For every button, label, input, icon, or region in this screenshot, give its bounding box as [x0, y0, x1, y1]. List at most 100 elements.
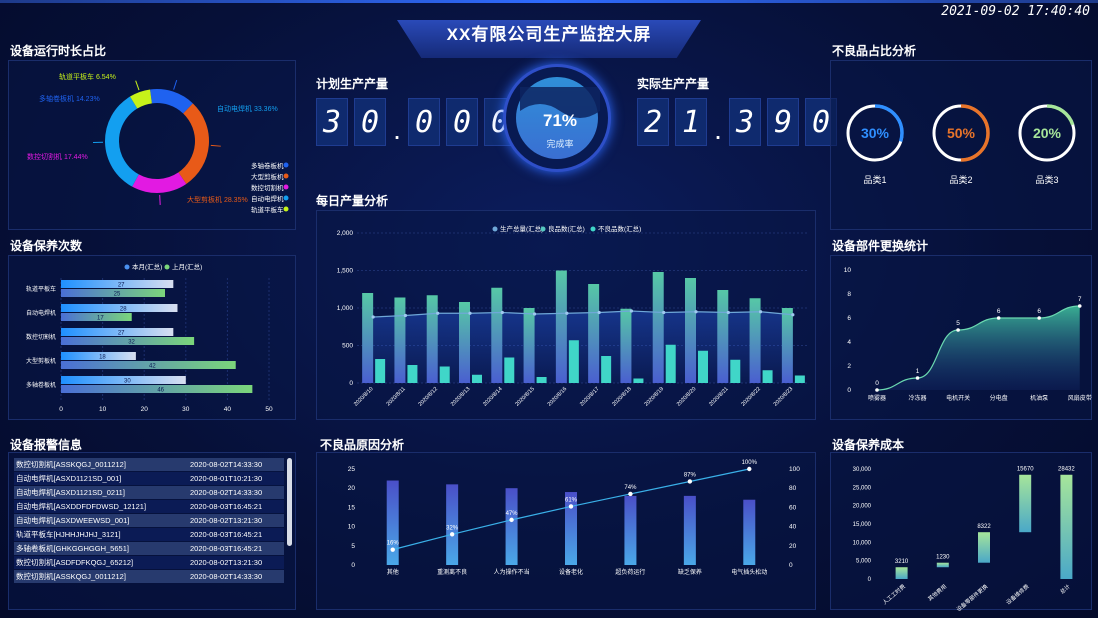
alert-device: 自动电焊机[ASXDDFDFDWSD_12121] — [16, 502, 147, 511]
y-tick-label: 0 — [868, 577, 872, 583]
planned-digit: 0 — [354, 98, 386, 146]
actual-digit: 2 — [637, 98, 669, 146]
alert-time: 2020-08-02T14:33:30 — [190, 488, 263, 497]
alert-row[interactable]: 数控切割机[ASDFDFKQGJ_65212] 2020-08-02T13:21:… — [14, 556, 284, 569]
x-tick-label: 2020/8/22 — [740, 386, 762, 408]
alert-device: 自动电焊机[ASXD1121SD_0211] — [16, 488, 125, 497]
bar-defect — [439, 366, 450, 383]
total-point — [662, 310, 666, 315]
x-tick-label: 冷冻器 — [909, 394, 927, 402]
y-tick-label: 2,000 — [337, 230, 354, 237]
parts-value-label: 5 — [956, 320, 960, 327]
bar-defect — [794, 375, 805, 383]
alert-row[interactable]: 轨道平板车[HJHHJHJHJ_3121] 2020-08-03T16:45:21 — [14, 528, 284, 541]
alert-row[interactable]: 数控切割机[ASSKQGJ_0011212] 2020-08-02T14:33:3… — [14, 570, 284, 583]
alert-row[interactable]: 数控切割机[ASSKQGJ_0011212] 2020-08-02T14:33:3… — [14, 458, 284, 471]
alert-device: 数控切割机[ASSKQGJ_0011212] — [16, 572, 126, 581]
y-tick-label: 10 — [348, 524, 356, 531]
bar-defect-count — [743, 499, 756, 565]
ring-percent: 30% — [861, 125, 890, 141]
legend-dot — [124, 264, 130, 270]
x-tick-label: 20 — [141, 406, 149, 413]
donut-slice-label: 大型剪板机 28.35% — [187, 195, 248, 204]
bar-this-month — [61, 280, 174, 288]
alert-time: 2020-08-02T13:21:30 — [190, 516, 263, 525]
bar-defect-count — [624, 495, 637, 565]
bar-last-month — [61, 313, 132, 321]
bar-value-label: 17 — [97, 316, 104, 322]
bar-defect — [568, 340, 579, 383]
y2-tick-label: 60 — [789, 504, 797, 511]
x-tick-label: 50 — [265, 406, 273, 413]
alert-row[interactable]: 多轴卷板机[GHKGGHGGH_5651] 2020-08-03T16:45:21 — [14, 542, 284, 555]
cumulative-label: 16% — [387, 541, 400, 547]
alert-device: 多轴卷板机[GHKGGHGGH_5651] — [16, 544, 129, 553]
x-tick-label: 2020/8/12 — [418, 386, 440, 408]
total-line — [373, 310, 793, 318]
x-tick-label: 2020/8/19 — [644, 386, 666, 408]
cumulative-point — [568, 504, 574, 509]
donut-leader-line — [135, 80, 140, 91]
clock-readout: 2021-09-02 17:40:40 — [941, 4, 1090, 19]
x-tick-label: 2020/8/18 — [611, 386, 633, 408]
y-tick-label: 500 — [342, 343, 353, 350]
bar-good — [652, 272, 664, 383]
cost-title: 设备保养成本 — [832, 438, 905, 452]
cumulative-point — [390, 547, 395, 552]
parts-area — [877, 306, 1080, 390]
x-tick-label: 2020/8/16 — [547, 386, 569, 408]
legend-dot — [590, 226, 596, 232]
y-category-label: 多轴卷板机 — [26, 381, 56, 389]
x-tick-label: 2020/8/13 — [450, 386, 472, 408]
parts-replacement-chart: 0 2 4 6 8 10 0 喷雾器 1 冷冻器 5 电机开关 6 分电盘 6 机油泵 7 风扇皮带 — [844, 267, 1092, 402]
parts-point — [956, 328, 960, 332]
planned-digit: 0 — [408, 98, 440, 146]
ring-progress — [932, 104, 990, 162]
legend-label: 多轴卷板机 — [251, 161, 284, 170]
y-tick-label: 15 — [348, 504, 356, 511]
defect-reason-panel: 0 5 10 15 20 25 0 20 40 60 80 100 其他 重测离不良 人为操作不当 设备老化 超… — [316, 452, 816, 610]
bar-good — [781, 308, 793, 383]
x-tick-label: 人为操作不当 — [494, 568, 530, 576]
cost-value-label: 3210 — [895, 559, 909, 565]
alert-row[interactable]: 自动电焊机[ASXDWEEWSD_001] 2020-08-02T13:21:30 — [14, 514, 284, 527]
legend-label: 上月(汇总) — [172, 262, 202, 271]
planned-title: 计划生产产量 — [316, 77, 389, 91]
y-tick-label: 2 — [847, 363, 851, 370]
gauge-percent: 71% — [542, 111, 578, 130]
actual-title: 实际生产产量 — [637, 77, 710, 91]
alert-row[interactable]: 自动电焊机[ASXDDFDFDWSD_12121] 2020-08-03T16:4… — [14, 500, 284, 513]
defect-ratio-panel: 30% 品类1 50% 品类2 20% 品类3 — [830, 60, 1092, 230]
cumulative-point — [628, 491, 633, 497]
legend-label: 大型剪板机 — [251, 172, 284, 181]
bar-defect — [601, 356, 612, 383]
bar-good — [523, 308, 535, 383]
total-point — [403, 313, 408, 318]
legend-dot — [283, 195, 289, 201]
cumulative-label: 47% — [506, 511, 519, 517]
x-tick-label: 2020/8/11 — [386, 386, 407, 407]
y-tick-label: 5,000 — [856, 559, 872, 565]
parts-point — [1077, 304, 1082, 308]
alert-row[interactable]: 自动电焊机[ASXD1121SD_001] 2020-08-01T10:21:30 — [14, 472, 284, 485]
maintain-count-title: 设备保养次数 — [10, 239, 83, 253]
total-point — [565, 311, 569, 315]
x-tick-label: 0 — [59, 406, 63, 413]
legend-label: 自动电焊机 — [251, 194, 284, 203]
bar-defect — [472, 374, 482, 383]
alerts-scrollbar[interactable] — [287, 458, 292, 546]
x-tick-label: 重测离不良 — [437, 568, 467, 576]
x-tick-label: 分电盘 — [990, 394, 1008, 402]
y-tick-label: 1,500 — [337, 268, 354, 275]
alert-row[interactable]: 自动电焊机[ASXD1121SD_0211] 2020-08-02T14:33:3… — [14, 486, 284, 499]
bar-last-month — [61, 337, 195, 345]
bar-value-label: 28 — [120, 307, 127, 313]
maintain-count-panel: 本月(汇总) 上月(汇总) 0 10 20 30 40 50 轨道平板车 27 25 自动电焊机 28 1… — [8, 255, 296, 420]
donut-slice — [130, 89, 152, 109]
completion-gauge: 71% 完成率 — [503, 64, 611, 172]
planned-digit: . — [393, 114, 401, 145]
x-tick-label: 2020/8/10 — [353, 386, 375, 408]
page-title: XX有限公司生产监控大屏 — [446, 25, 652, 44]
bar-defect-count — [565, 492, 577, 565]
cumulative-point — [687, 479, 693, 484]
